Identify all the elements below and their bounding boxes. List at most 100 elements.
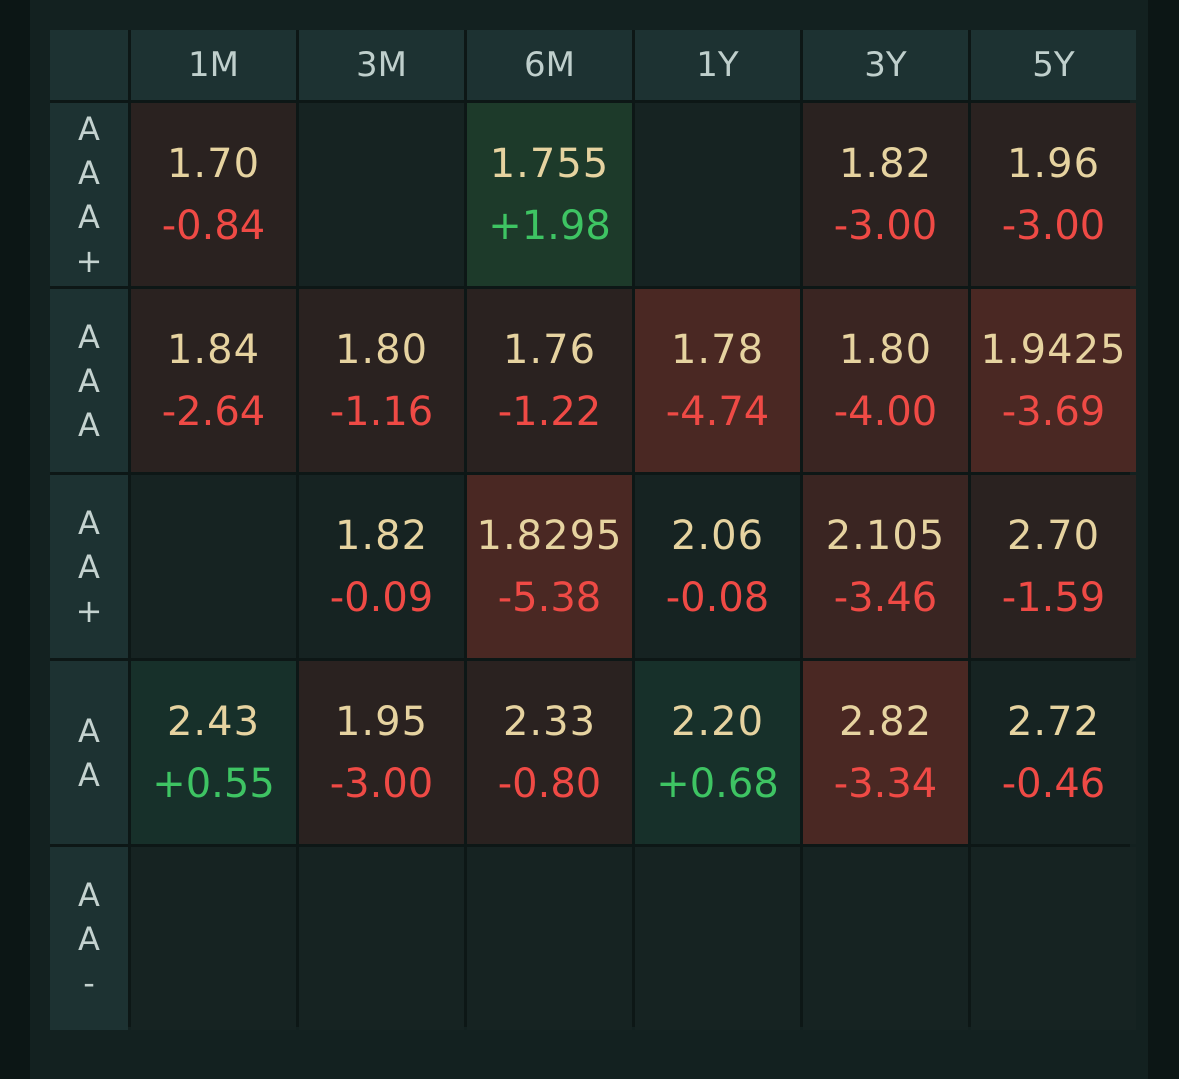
yield-matrix: 1M 3M 6M 1Y 3Y 5Y A A A +1.70 -0.84 1.755 +1.9… <box>50 30 1136 1030</box>
quote-cell[interactable]: 1.9425 -3.69 <box>971 289 1136 472</box>
change-value: -0.80 <box>497 760 602 807</box>
quote-cell[interactable]: 2.82 -3.34 <box>803 661 968 844</box>
yield-value: 1.82 <box>334 512 429 559</box>
quote-cell[interactable]: 2.06 -0.08 <box>635 475 800 658</box>
change-value: +0.68 <box>656 760 779 807</box>
change-value: -4.74 <box>665 388 770 435</box>
change-value: -3.46 <box>833 574 938 621</box>
row-label-char: A <box>78 361 100 400</box>
row-label-char: A <box>78 503 100 542</box>
row-label-char: A <box>78 711 100 750</box>
change-value: -1.16 <box>329 388 434 435</box>
quote-cell[interactable]: 1.80 -1.16 <box>299 289 464 472</box>
yield-value: 2.82 <box>838 698 933 745</box>
change-value: -3.00 <box>833 202 938 249</box>
change-value: -3.00 <box>329 760 434 807</box>
change-value: -3.34 <box>833 760 938 807</box>
quote-cell[interactable] <box>803 847 968 1030</box>
column-header-1m[interactable]: 1M <box>131 30 296 100</box>
yield-value: 1.80 <box>838 326 933 373</box>
change-value: +0.55 <box>152 760 275 807</box>
change-value: -3.69 <box>1001 388 1106 435</box>
quote-cell[interactable]: 2.20 +0.68 <box>635 661 800 844</box>
quote-cell[interactable]: 1.84 -2.64 <box>131 289 296 472</box>
quote-cell[interactable]: 1.80 -4.00 <box>803 289 968 472</box>
yield-value: 1.70 <box>166 140 261 187</box>
yield-value: 2.105 <box>825 512 946 559</box>
quote-cell[interactable]: 2.105 -3.46 <box>803 475 968 658</box>
quote-cell[interactable] <box>131 475 296 658</box>
change-value: -0.09 <box>329 574 434 621</box>
row-label-char: + <box>75 241 103 280</box>
change-value: +1.98 <box>488 202 611 249</box>
quote-cell[interactable]: 1.755 +1.98 <box>467 103 632 286</box>
quote-cell[interactable] <box>131 847 296 1030</box>
column-header-1y[interactable]: 1Y <box>635 30 800 100</box>
corner-cell <box>50 30 128 100</box>
row-label-0[interactable]: A A A + <box>50 103 128 286</box>
change-value: -1.22 <box>497 388 602 435</box>
change-value: -0.84 <box>161 202 266 249</box>
quote-cell[interactable] <box>635 847 800 1030</box>
yield-value: 2.06 <box>670 512 765 559</box>
yield-value: 1.78 <box>670 326 765 373</box>
quote-cell[interactable]: 1.82 -0.09 <box>299 475 464 658</box>
quote-cell[interactable]: 1.82 -3.00 <box>803 103 968 286</box>
change-value: -3.00 <box>1001 202 1106 249</box>
change-value: -0.46 <box>1001 760 1106 807</box>
yield-value: 2.72 <box>1006 698 1101 745</box>
yield-value: 2.20 <box>670 698 765 745</box>
column-header-6m[interactable]: 6M <box>467 30 632 100</box>
yield-value: 1.80 <box>334 326 429 373</box>
row-label-char: A <box>78 755 100 794</box>
yield-value: 2.43 <box>166 698 261 745</box>
change-value: -2.64 <box>161 388 266 435</box>
row-label-char: - <box>83 963 95 1002</box>
yield-value: 1.96 <box>1006 140 1101 187</box>
row-label-char: A <box>78 109 100 148</box>
quote-cell[interactable] <box>971 847 1136 1030</box>
row-label-char: + <box>75 591 103 630</box>
yield-value: 1.82 <box>838 140 933 187</box>
row-label-char: A <box>78 919 100 958</box>
change-value: -4.00 <box>833 388 938 435</box>
change-value: -5.38 <box>497 574 602 621</box>
quote-cell[interactable]: 1.96 -3.00 <box>971 103 1136 286</box>
column-header-3y[interactable]: 3Y <box>803 30 968 100</box>
column-header-3m[interactable]: 3M <box>299 30 464 100</box>
quote-cell[interactable]: 1.78 -4.74 <box>635 289 800 472</box>
row-label-char: A <box>78 317 100 356</box>
column-header-5y[interactable]: 5Y <box>971 30 1136 100</box>
yield-value: 2.70 <box>1006 512 1101 559</box>
quote-cell[interactable] <box>467 847 632 1030</box>
yield-value: 1.8295 <box>476 512 623 559</box>
yield-value: 1.755 <box>489 140 610 187</box>
yield-value: 1.76 <box>502 326 597 373</box>
yield-value: 1.95 <box>334 698 429 745</box>
row-label-char: A <box>78 197 100 236</box>
quote-cell[interactable] <box>299 103 464 286</box>
row-label-char: A <box>78 153 100 192</box>
quote-cell[interactable] <box>635 103 800 286</box>
quote-cell[interactable]: 2.43 +0.55 <box>131 661 296 844</box>
yield-value: 1.84 <box>166 326 261 373</box>
quote-cell[interactable]: 2.33 -0.80 <box>467 661 632 844</box>
change-value: -0.08 <box>665 574 770 621</box>
quote-cell[interactable]: 2.70 -1.59 <box>971 475 1136 658</box>
row-label-char: A <box>78 875 100 914</box>
quote-cell[interactable]: 2.72 -0.46 <box>971 661 1136 844</box>
change-value: -1.59 <box>1001 574 1106 621</box>
yield-value: 1.9425 <box>980 326 1127 373</box>
row-label-2[interactable]: A A + <box>50 475 128 658</box>
quote-cell[interactable]: 1.70 -0.84 <box>131 103 296 286</box>
quote-cell[interactable]: 1.95 -3.00 <box>299 661 464 844</box>
row-label-char: A <box>78 547 100 586</box>
row-label-char: A <box>78 405 100 444</box>
yield-value: 2.33 <box>502 698 597 745</box>
quote-cell[interactable]: 1.76 -1.22 <box>467 289 632 472</box>
quote-cell[interactable]: 1.8295 -5.38 <box>467 475 632 658</box>
quote-cell[interactable] <box>299 847 464 1030</box>
